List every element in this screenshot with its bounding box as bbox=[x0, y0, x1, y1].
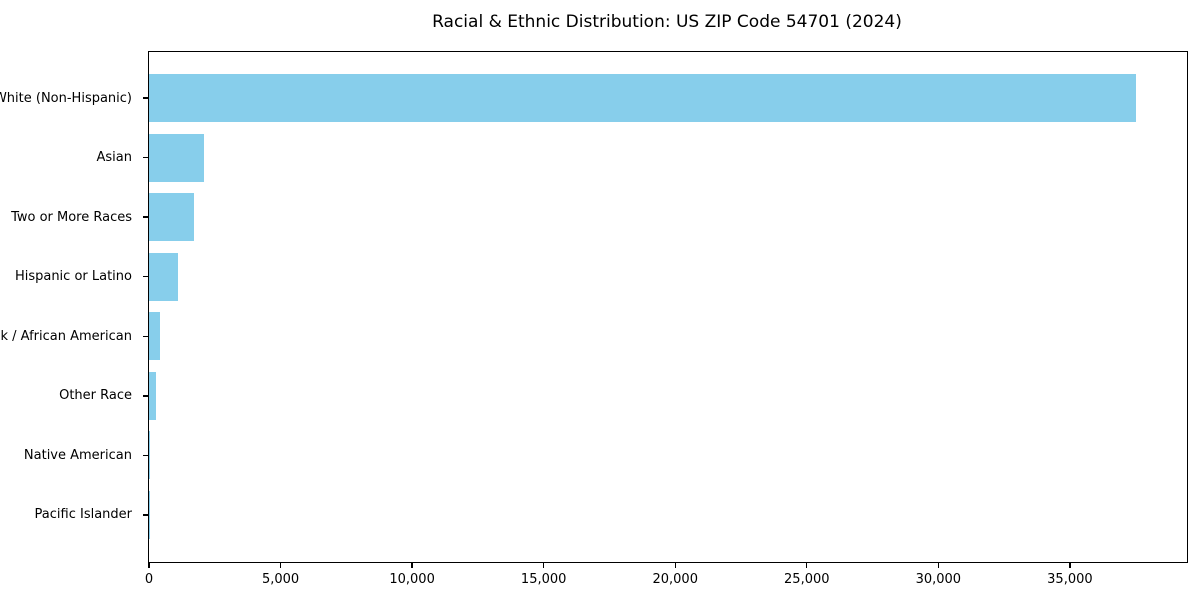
y-tick-label: Pacific Islander bbox=[34, 507, 132, 523]
x-axis-tick bbox=[806, 563, 808, 569]
x-axis-tick bbox=[1069, 563, 1071, 569]
x-tick-label: 10,000 bbox=[389, 572, 435, 587]
y-tick-label: White (Non-Hispanic) bbox=[0, 90, 132, 106]
y-tick-label: Asian bbox=[96, 150, 132, 166]
y-axis-tick bbox=[142, 97, 148, 99]
x-tick-label: 5,000 bbox=[261, 572, 300, 587]
x-tick-label: 0 bbox=[144, 572, 154, 587]
y-axis-tick bbox=[142, 335, 148, 337]
x-axis-tick bbox=[674, 563, 676, 569]
x-tick-label: 25,000 bbox=[784, 572, 830, 587]
bar-black-african-american bbox=[149, 312, 160, 361]
x-axis-tick bbox=[148, 563, 150, 569]
y-tick-label: Other Race bbox=[59, 388, 132, 404]
x-axis-tick bbox=[411, 563, 413, 569]
bar-native-american bbox=[149, 431, 151, 480]
y-tick-label: Two or More Races bbox=[11, 209, 132, 225]
y-axis-tick bbox=[142, 454, 148, 457]
y-tick-label: Hispanic or Latino bbox=[14, 269, 132, 285]
x-tick-label: 15,000 bbox=[520, 572, 567, 587]
x-tick-label: 35,000 bbox=[1047, 572, 1093, 587]
bar-two-or-more-races bbox=[149, 193, 194, 242]
x-axis-tick bbox=[543, 563, 545, 569]
bar-white-non-hispanic bbox=[149, 74, 1136, 122]
x-axis-tick bbox=[279, 563, 282, 569]
plot-area: White (Non-Hispanic) Asian Two or More Rac… bbox=[0, 51, 1188, 587]
y-axis-tick bbox=[142, 395, 148, 397]
x-tick-label: 30,000 bbox=[915, 572, 962, 587]
x-tick-label: 20,000 bbox=[652, 572, 698, 587]
x-axis-tick bbox=[937, 563, 939, 569]
y-axis-tick bbox=[142, 216, 148, 218]
y-tick-label: Black / African American bbox=[0, 328, 132, 344]
y-axis-tick bbox=[142, 514, 148, 516]
y-tick-label: Native American bbox=[23, 447, 132, 463]
bar-other-race bbox=[149, 371, 156, 420]
chart-title: Racial & Ethnic Distribution: US ZIP Cod… bbox=[432, 12, 902, 32]
bar-asian bbox=[149, 133, 205, 182]
bar-hispanic-or-latino bbox=[149, 252, 178, 301]
y-axis-tick bbox=[142, 156, 148, 159]
y-axis-tick bbox=[142, 276, 148, 278]
